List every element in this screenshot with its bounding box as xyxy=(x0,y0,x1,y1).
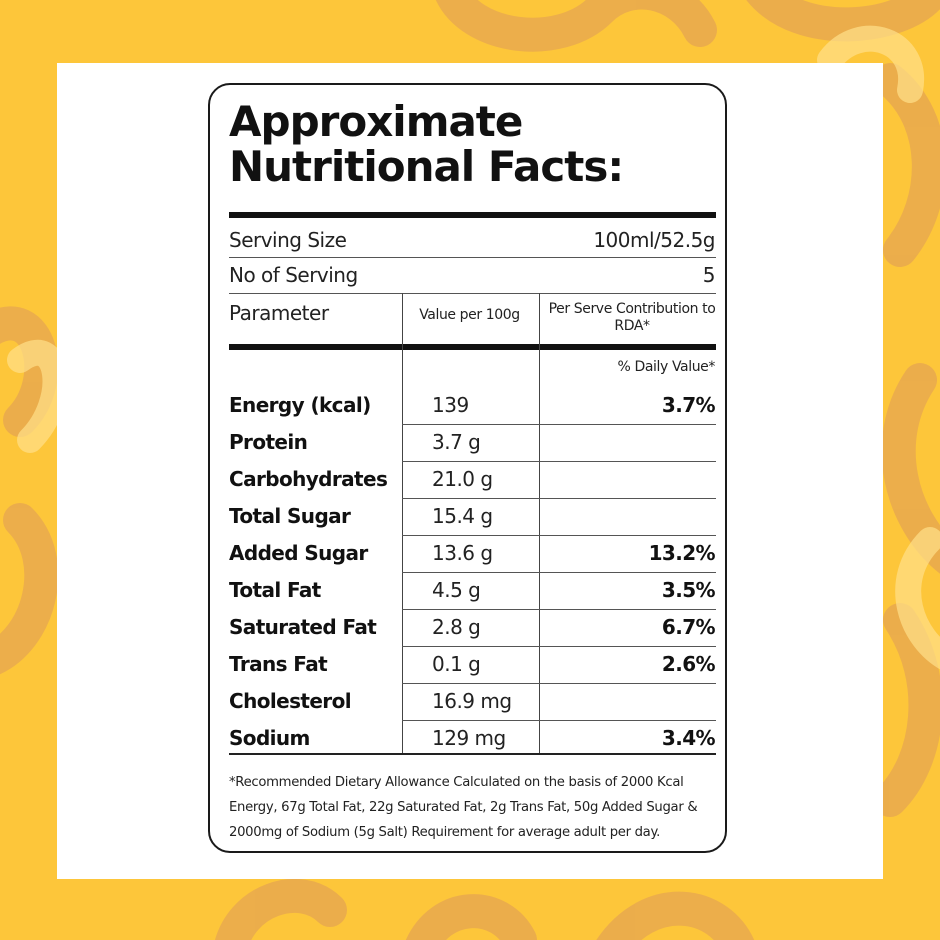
row-divider xyxy=(402,498,716,499)
row-divider xyxy=(402,683,716,684)
row-name: Total Sugar xyxy=(229,504,351,528)
row-rda: 3.7% xyxy=(661,393,716,417)
panel-title: Approximate Nutritional Facts: xyxy=(229,97,624,191)
nutrition-facts-panel: Approximate Nutritional Facts: Serving S… xyxy=(208,83,727,853)
column-header-parameter: Parameter xyxy=(229,301,329,325)
column-divider-2 xyxy=(539,293,541,754)
row-name: Protein xyxy=(229,430,308,454)
header-divider xyxy=(229,344,716,350)
column-divider-1 xyxy=(402,293,404,754)
column-header-rda: Per Serve Contribution to RDA* xyxy=(548,301,716,334)
row-name: Added Sugar xyxy=(229,541,368,565)
row-divider xyxy=(402,461,716,462)
row-value: 129 mg xyxy=(432,726,506,750)
row-divider xyxy=(402,646,716,647)
row-divider xyxy=(402,424,716,425)
row-name: Total Fat xyxy=(229,578,321,602)
serving-size-value: 100ml/52.5g xyxy=(593,228,715,252)
row-name: Carbohydrates xyxy=(229,467,388,491)
row-name: Trans Fat xyxy=(229,652,328,676)
divider xyxy=(229,257,716,258)
row-value: 21.0 g xyxy=(432,467,493,491)
row-value: 0.1 g xyxy=(432,652,481,676)
column-header-value: Value per 100g xyxy=(419,307,520,323)
row-rda: 3.5% xyxy=(661,578,716,602)
serving-count-value: 5 xyxy=(702,263,716,287)
row-rda: 13.2% xyxy=(648,541,716,565)
row-rda: 2.6% xyxy=(661,652,716,676)
row-rda: 3.4% xyxy=(661,726,716,750)
row-divider xyxy=(402,720,716,721)
divider xyxy=(229,293,716,294)
serving-count-label: No of Serving xyxy=(229,263,358,287)
row-name: Saturated Fat xyxy=(229,615,377,639)
row-value: 15.4 g xyxy=(432,504,493,528)
rda-footnote: *Recommended Dietary Allowance Calculate… xyxy=(229,775,698,840)
row-value: 16.9 mg xyxy=(432,689,512,713)
row-value: 4.5 g xyxy=(432,578,481,602)
white-card: Approximate Nutritional Facts: Serving S… xyxy=(57,63,883,879)
title-line-1: Approximate xyxy=(229,97,523,146)
row-name: Cholesterol xyxy=(229,689,352,713)
row-divider xyxy=(402,572,716,573)
row-name: Sodium xyxy=(229,726,310,750)
row-value: 3.7 g xyxy=(432,430,481,454)
row-divider xyxy=(402,609,716,610)
row-name: Energy (kcal) xyxy=(229,393,371,417)
row-value: 13.6 g xyxy=(432,541,493,565)
daily-value-label: % Daily Value* xyxy=(617,359,716,375)
row-value: 2.8 g xyxy=(432,615,481,639)
table-bottom-border xyxy=(229,753,716,755)
row-value: 139 xyxy=(432,393,469,417)
title-divider xyxy=(229,212,716,218)
serving-size-label: Serving Size xyxy=(229,228,347,252)
row-divider xyxy=(402,535,716,536)
row-rda: 6.7% xyxy=(661,615,716,639)
title-line-2: Nutritional Facts: xyxy=(229,142,624,191)
